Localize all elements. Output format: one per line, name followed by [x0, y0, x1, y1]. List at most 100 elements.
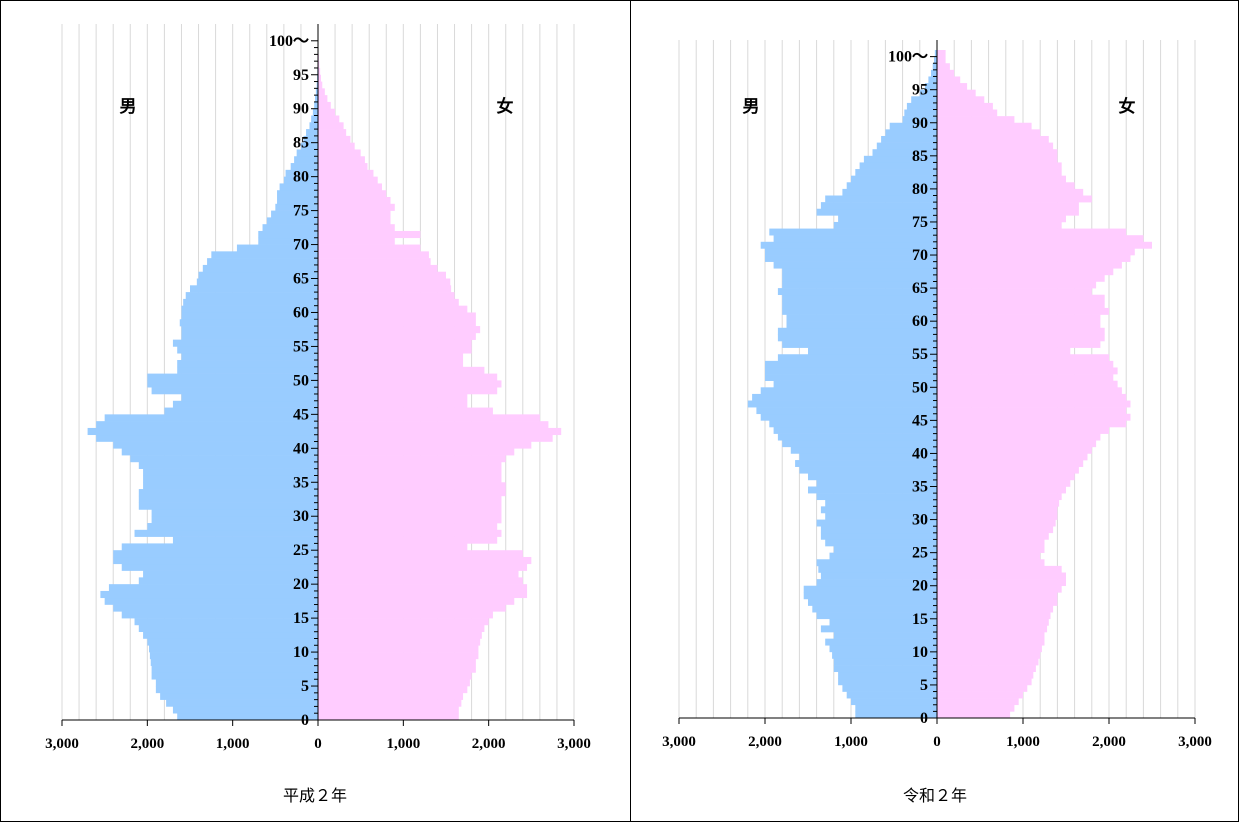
bar-male	[782, 268, 937, 276]
bar-female	[937, 612, 1051, 620]
bar-female	[937, 122, 1032, 130]
bar-male	[121, 448, 318, 456]
bar-female	[318, 475, 502, 483]
bar-female	[318, 529, 502, 537]
bar-female	[318, 271, 446, 279]
bar-male	[838, 678, 937, 686]
bar-female	[318, 679, 470, 687]
bar-male	[820, 526, 937, 534]
bar-female	[318, 129, 347, 137]
bar-male	[181, 353, 318, 361]
bar-female	[318, 550, 523, 558]
y-tick-label: 0	[301, 712, 309, 729]
bar-male	[859, 162, 937, 170]
y-tick-label: 5	[301, 678, 309, 695]
bar-male	[164, 407, 318, 415]
bar-male	[829, 618, 937, 626]
bar-male	[181, 312, 318, 320]
bar-male	[799, 466, 937, 474]
bar-female	[318, 502, 502, 510]
bar-male	[138, 495, 318, 503]
bar-female	[318, 74, 321, 82]
bar-male	[303, 135, 318, 143]
bar-male	[183, 298, 318, 306]
bar-female	[937, 426, 1109, 434]
bar-male	[816, 479, 937, 487]
bar-female	[318, 523, 498, 531]
bar-male	[113, 550, 318, 558]
bar-male	[803, 585, 937, 593]
bar-female	[937, 460, 1084, 467]
bar-female	[318, 237, 395, 245]
bar-female	[318, 489, 506, 497]
bar-male	[808, 347, 937, 355]
bar-female	[318, 135, 351, 143]
bar-female	[937, 261, 1122, 269]
bar-male	[151, 387, 318, 395]
bar-female	[318, 597, 515, 605]
bar-male	[181, 326, 318, 334]
bar-male	[829, 645, 937, 653]
bar-female	[937, 175, 1066, 183]
x-tick-label: 2,000	[130, 736, 164, 752]
bar-female	[318, 665, 476, 673]
bar-female	[318, 190, 387, 198]
bar-female	[318, 183, 382, 191]
population-pyramid-heisei2: 3,000 2,000 1,000 0 1,000 2,000 3,000 0 5 10 15 20 2…	[45, 24, 591, 805]
bar-male	[179, 319, 318, 327]
x-tick-label: 3,000	[557, 736, 591, 752]
bar-male	[198, 271, 318, 279]
bar-female	[937, 76, 961, 84]
x-tick-label: 3,000	[1178, 734, 1212, 750]
bar-female	[937, 102, 993, 110]
bar-female	[318, 414, 540, 422]
bar-male	[846, 182, 937, 190]
bar-male	[825, 638, 937, 646]
bar-female	[937, 499, 1060, 507]
bar-female	[318, 95, 328, 103]
bar-male	[108, 584, 318, 592]
bar-male	[113, 604, 318, 612]
bar-female	[937, 129, 1041, 137]
bar-male	[177, 346, 318, 354]
bar-male	[258, 237, 318, 245]
bar-male	[803, 592, 937, 600]
bar-male	[782, 281, 937, 289]
bar-female	[937, 235, 1144, 243]
x-tick-label: 2,000	[1092, 734, 1126, 750]
x-tick-label: 3,000	[662, 734, 696, 750]
bar-female	[318, 563, 528, 571]
bar-female	[937, 665, 1036, 673]
x-tick-label: 1,000	[216, 736, 250, 752]
male-label: 男	[120, 97, 137, 117]
bar-female	[318, 81, 323, 89]
bar-female	[318, 658, 476, 666]
bar-male	[150, 658, 318, 666]
bar-male	[838, 215, 937, 223]
bar-male	[151, 672, 318, 680]
bar-female	[318, 115, 340, 123]
bar-female	[318, 122, 344, 130]
bar-male	[881, 135, 937, 143]
bar-female	[937, 704, 1015, 712]
bar-male	[932, 63, 937, 71]
bar-female	[318, 251, 429, 259]
bar-female	[318, 278, 451, 286]
bar-female	[318, 624, 485, 633]
bar-male	[833, 632, 937, 639]
bar-female	[937, 374, 1114, 381]
bar-female	[937, 393, 1127, 401]
bar-female	[318, 482, 506, 490]
bar-male	[151, 516, 318, 524]
bar-female	[318, 298, 459, 306]
bar-female	[318, 441, 532, 449]
bar-female	[937, 506, 1058, 514]
x-tick-label: 1,000	[834, 734, 868, 750]
bar-male	[104, 597, 319, 605]
bar-male	[181, 305, 318, 313]
bar-male	[147, 523, 318, 531]
bar-male	[138, 489, 318, 497]
male-label: 男	[743, 97, 760, 117]
bar-female	[937, 221, 1062, 229]
bar-female	[937, 228, 1127, 236]
